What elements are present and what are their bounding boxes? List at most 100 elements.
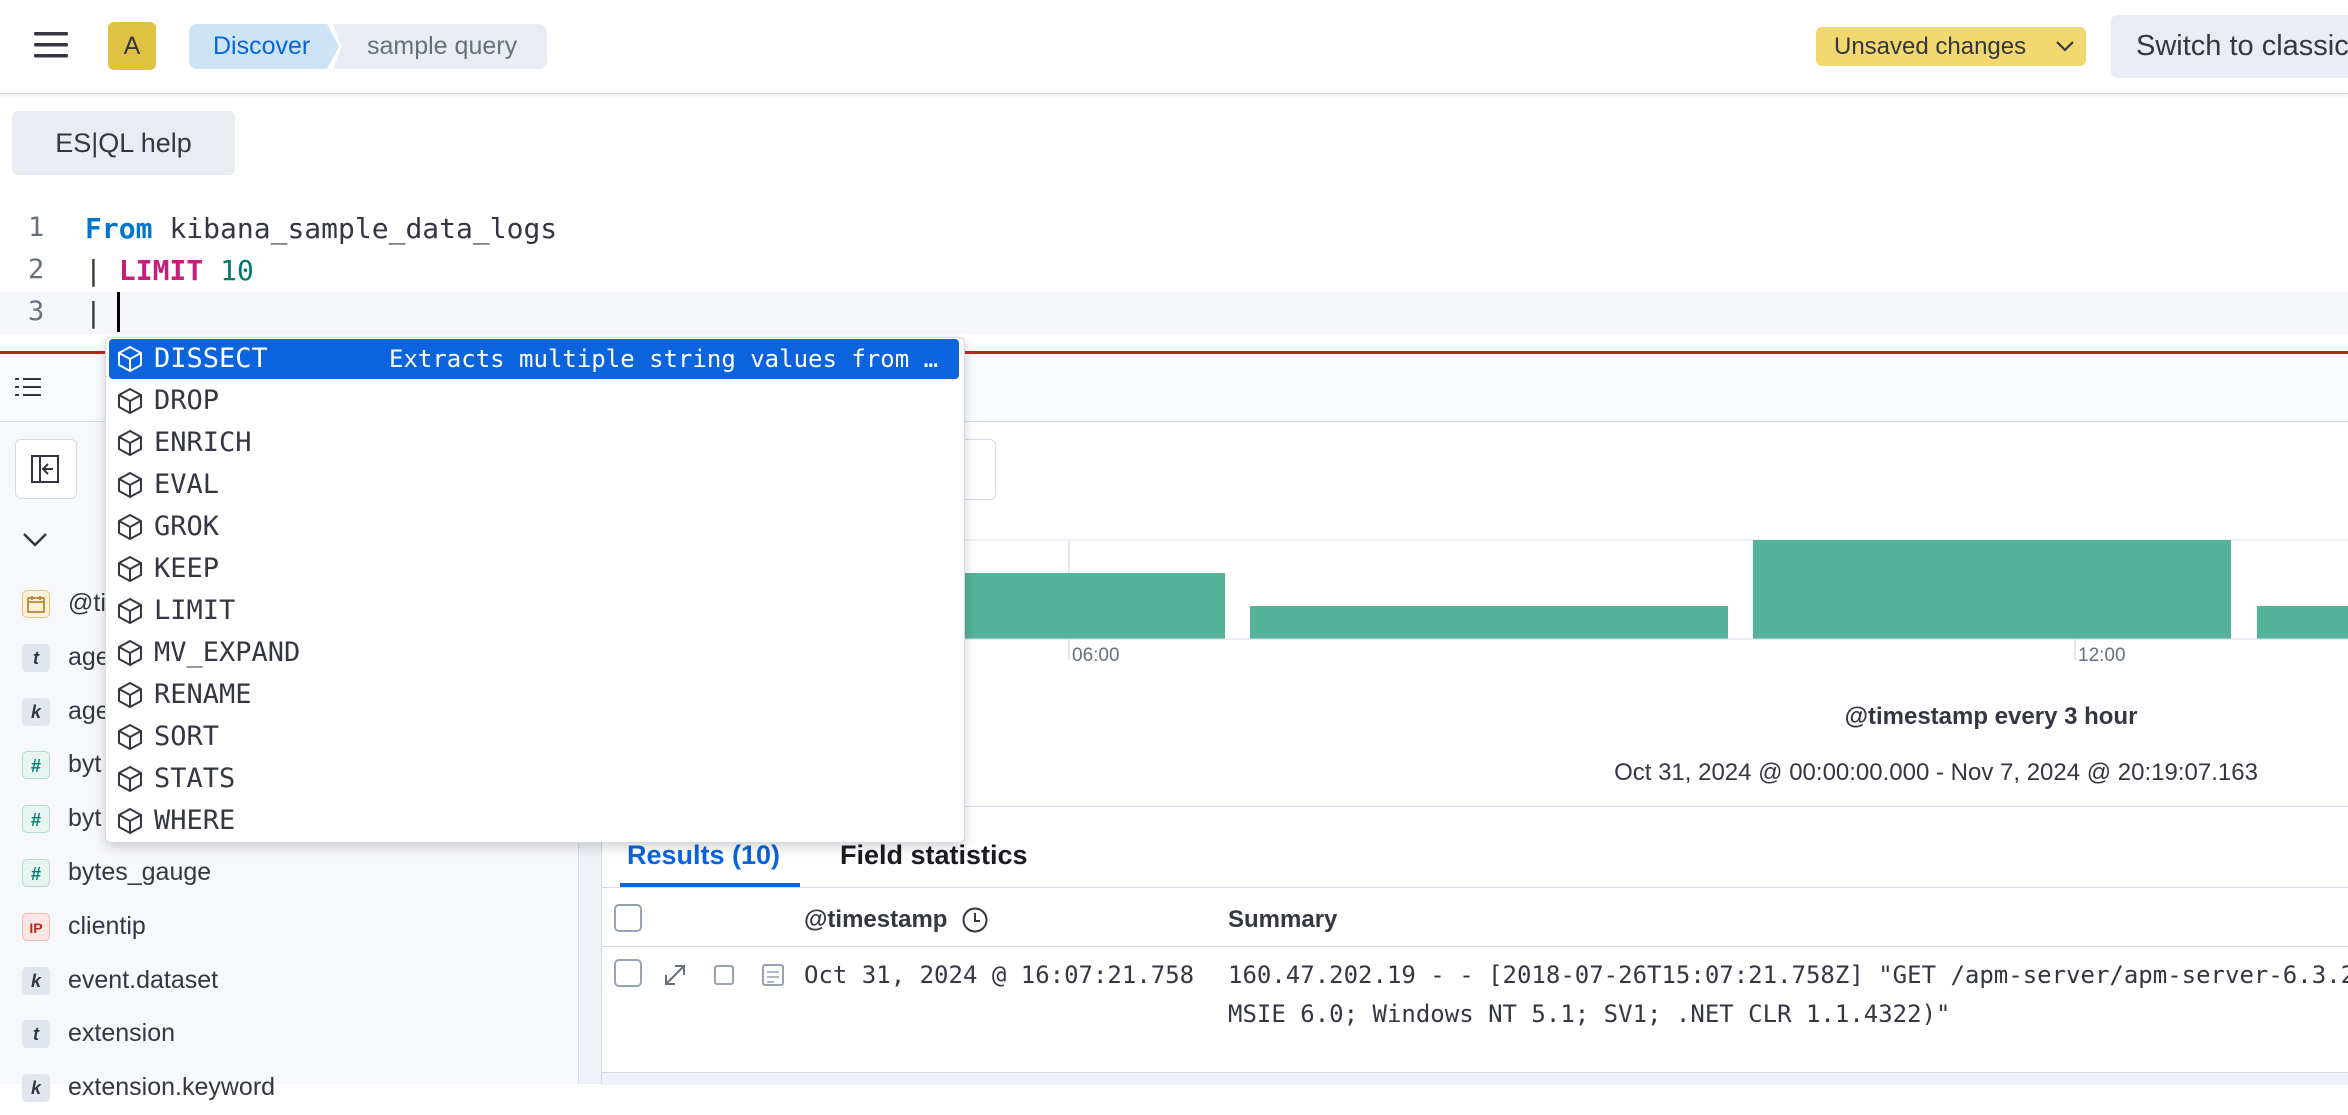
code-token: | — [85, 254, 102, 287]
histogram-bar[interactable] — [1250, 606, 1728, 639]
chevron-down — [2056, 41, 2074, 52]
suggestion-item[interactable]: MV_EXPAND — [109, 633, 959, 673]
cube — [118, 766, 142, 792]
field-row[interactable]: # byt — [0, 792, 578, 846]
menu-button[interactable] — [34, 30, 70, 60]
expand-icon[interactable] — [665, 965, 685, 985]
field-row[interactable]: t extension — [0, 1007, 578, 1061]
divider — [602, 887, 2348, 888]
space-avatar[interactable]: A — [108, 22, 156, 70]
table-footer — [602, 1072, 2348, 1085]
cube — [118, 388, 142, 414]
suggestion-label: GROK — [154, 511, 220, 542]
field-name: age — [68, 642, 110, 671]
breadcrumb: sample query — [333, 24, 547, 69]
code-token: 10 — [220, 254, 254, 287]
field-name: extension — [68, 1019, 176, 1048]
suggestion-item[interactable]: EVAL — [109, 465, 959, 505]
suggestion-label: KEEP — [154, 553, 220, 584]
calendar-lines — [28, 596, 44, 603]
field-type-icon: k — [22, 1074, 50, 1103]
breadcrumb[interactable]: Discover — [189, 24, 339, 69]
code-line: From kibana_sample_data_logs — [85, 212, 574, 245]
code-token: kibana_sample_data_logs — [169, 212, 558, 245]
cube — [118, 514, 142, 540]
command-icon — [118, 556, 142, 582]
column-header[interactable]: @timestamp — [804, 906, 948, 933]
line-number: 3 — [28, 296, 45, 327]
field-row[interactable]: k event.dataset — [0, 954, 578, 1008]
collapse-sidebar-button[interactable] — [15, 439, 77, 499]
cube — [118, 430, 142, 456]
histogram-bar[interactable] — [1753, 540, 2231, 639]
histogram-bar[interactable] — [2257, 606, 2348, 639]
command-icon — [118, 346, 142, 372]
field-row[interactable]: k age — [0, 685, 578, 739]
column-header[interactable]: Summary — [1228, 906, 1338, 933]
code-token: LIMIT — [118, 254, 204, 287]
suggestion-item[interactable]: DISSECT Extracts multiple string values f… — [109, 339, 959, 379]
field-type-icon: t — [22, 643, 50, 672]
field-name: clientip — [68, 911, 146, 940]
command-icon — [118, 724, 142, 750]
suggestion-item[interactable]: ENRICH — [109, 423, 959, 463]
x-tick-label: 06:00 — [1072, 645, 1120, 666]
command-icon — [118, 472, 142, 498]
field-row[interactable]: IP clientip — [0, 900, 578, 954]
histogram: 06:00 12:00 — [602, 539, 2348, 666]
suggestion-item[interactable]: SORT — [109, 717, 959, 757]
cube — [118, 556, 142, 582]
tab-field-statistics[interactable]: Field statistics — [840, 840, 1028, 870]
badge-text: Unsaved changes — [1834, 33, 2027, 60]
command-icon — [118, 766, 142, 792]
line-number: 2 — [28, 254, 45, 285]
cube — [118, 598, 142, 624]
tab-results[interactable]: Results (10) — [627, 840, 781, 870]
unsaved-changes-badge[interactable]: Unsaved changes — [1816, 27, 2086, 66]
switch-classic-button[interactable]: Switch to classic — [2111, 15, 2348, 78]
cube — [118, 346, 142, 372]
field-name: event.dataset — [68, 965, 219, 994]
field-row[interactable]: @ti — [0, 577, 578, 631]
field-type-icon: k — [22, 966, 50, 995]
esql-help-button[interactable]: ES|QL help — [12, 111, 235, 175]
calendar-icon — [27, 596, 45, 613]
suggestion-item[interactable]: RENAME — [109, 675, 959, 715]
field-row[interactable]: k extension.keyword — [0, 1061, 578, 1115]
suggestion-label: LIMIT — [154, 595, 236, 626]
line-number: 1 — [28, 212, 45, 243]
text-cursor — [117, 292, 120, 332]
suggestion-label: DISSECT — [154, 343, 268, 374]
field-row[interactable]: # bytes_gauge — [0, 846, 578, 900]
field-row[interactable]: t age — [0, 631, 578, 685]
cube — [118, 724, 142, 750]
suggestion-item[interactable]: WHERE — [109, 801, 959, 841]
field-name: @ti — [68, 589, 106, 617]
top-header: A Discover sample query Unsaved changes … — [0, 0, 2348, 94]
suggestion-item[interactable]: STATS — [109, 759, 959, 799]
code-line: | LIMIT 10 — [85, 254, 271, 287]
field-row[interactable]: # byt — [0, 738, 578, 792]
select-all-checkbox[interactable] — [614, 904, 642, 932]
field-name: byt — [68, 750, 102, 779]
suggestion-item[interactable]: GROK — [109, 507, 959, 547]
doc-icon[interactable] — [762, 964, 784, 986]
code-editor[interactable]: 1 From kibana_sample_data_logs 2 | LIMIT 10 3 | — [0, 200, 2348, 350]
row-checkbox[interactable] — [614, 959, 642, 987]
compare-icon[interactable] — [714, 965, 734, 985]
cell-summary: MSIE 6.0; Windows NT 5.1; SV1; .NET CLR … — [1228, 1000, 1951, 1028]
histogram-bar[interactable] — [958, 573, 1225, 639]
command-icon — [118, 388, 142, 414]
collapse-icon — [31, 455, 59, 483]
active-line-highlight — [0, 292, 2348, 334]
suggestion-label: WHERE — [154, 805, 236, 836]
suggestion-label: MV_EXPAND — [154, 637, 301, 668]
field-type-icon: # — [22, 805, 50, 834]
tab-underline — [620, 883, 800, 887]
suggestion-item[interactable]: LIMIT — [109, 591, 959, 631]
field-type-icon: t — [22, 1020, 50, 1049]
suggestion-item[interactable]: DROP — [109, 381, 959, 421]
suggestion-item[interactable]: KEEP — [109, 549, 959, 589]
field-type-icon: # — [22, 859, 50, 887]
